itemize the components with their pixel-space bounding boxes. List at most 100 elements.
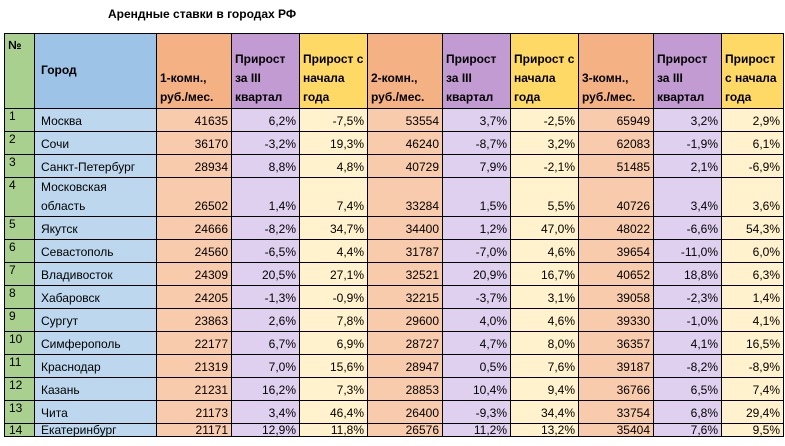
row-number-cell: 13 bbox=[4, 400, 35, 424]
year-growth-1room-cell: 15,6% bbox=[299, 354, 368, 378]
year-growth-1room-cell: 11,8% bbox=[299, 423, 368, 437]
rent-1room-cell: 36170 bbox=[156, 131, 232, 155]
rent-3room-cell: 36766 bbox=[578, 377, 654, 401]
city-cell: Москва bbox=[34, 108, 157, 132]
quarter-growth-3room-cell: -8,2% bbox=[653, 354, 722, 378]
row-number-cell: 1 bbox=[4, 108, 35, 132]
header-rent-1room: 1-комн., руб./мес. bbox=[156, 33, 232, 109]
rent-1room-cell: 21319 bbox=[156, 354, 232, 378]
table-row: 12 Казань 21231 16,2% 7,3% 28853 10,4% 9,4% 3676… bbox=[4, 377, 784, 401]
year-growth-1room-cell: -7,5% bbox=[299, 108, 368, 132]
quarter-growth-2room-cell: -8,7% bbox=[442, 131, 511, 155]
city-cell: Казань bbox=[34, 377, 157, 401]
table-row: 11 Краснодар 21319 7,0% 15,6% 28947 0,5% 7,6% 39… bbox=[4, 354, 784, 378]
rent-1room-cell: 41635 bbox=[156, 108, 232, 132]
year-growth-2room-cell: 5,5% bbox=[510, 177, 579, 217]
header-quarter-growth-1room: Прирост за III квартал bbox=[231, 33, 300, 109]
year-growth-2room-cell: -2,1% bbox=[510, 154, 579, 178]
quarter-growth-1room-cell: -8,2% bbox=[231, 216, 300, 240]
table-row: 10 Симферополь 22177 6,7% 6,9% 28727 4,7% 8,0% 3… bbox=[4, 331, 784, 355]
year-growth-2room-cell: 47,0% bbox=[510, 216, 579, 240]
quarter-growth-2room-cell: -3,7% bbox=[442, 285, 511, 309]
year-growth-3room-cell: 7,4% bbox=[721, 377, 784, 401]
year-growth-1room-cell: 7,3% bbox=[299, 377, 368, 401]
year-growth-2room-cell: 9,4% bbox=[510, 377, 579, 401]
city-cell: Якутск bbox=[34, 216, 157, 240]
rent-3room-cell: 51485 bbox=[578, 154, 654, 178]
table-row: 5 Якутск 24666 -8,2% 34,7% 34400 1,2% 47,0% 4802… bbox=[4, 216, 784, 240]
row-number-cell: 5 bbox=[4, 216, 35, 240]
quarter-growth-1room-cell: 2,6% bbox=[231, 308, 300, 332]
year-growth-2room-cell: 13,2% bbox=[510, 423, 579, 437]
quarter-growth-3room-cell: 7,6% bbox=[653, 423, 722, 437]
rent-2room-cell: 28727 bbox=[367, 331, 443, 355]
rent-3room-cell: 39187 bbox=[578, 354, 654, 378]
year-growth-2room-cell: -2,5% bbox=[510, 108, 579, 132]
quarter-growth-2room-cell: 1,2% bbox=[442, 216, 511, 240]
rent-2room-cell: 32521 bbox=[367, 262, 443, 286]
row-number-cell: 12 bbox=[4, 377, 35, 401]
rent-1room-cell: 24205 bbox=[156, 285, 232, 309]
year-growth-3room-cell: 4,1% bbox=[721, 308, 784, 332]
rent-3room-cell: 36357 bbox=[578, 331, 654, 355]
year-growth-1room-cell: 4,8% bbox=[299, 154, 368, 178]
rent-1room-cell: 21173 bbox=[156, 400, 232, 424]
rent-3room-cell: 39330 bbox=[578, 308, 654, 332]
header-num: № bbox=[4, 33, 35, 109]
quarter-growth-3room-cell: -1,0% bbox=[653, 308, 722, 332]
city-cell: Московская область bbox=[34, 177, 157, 217]
header-year-growth-3room: Прирост с начала года bbox=[721, 33, 784, 109]
year-growth-1room-cell: -0,9% bbox=[299, 285, 368, 309]
quarter-growth-2room-cell: -7,0% bbox=[442, 239, 511, 263]
rent-2room-cell: 33284 bbox=[367, 177, 443, 217]
header-rent-2room: 2-комн., руб./мес. bbox=[367, 33, 443, 109]
row-number-cell: 6 bbox=[4, 239, 35, 263]
rent-3room-cell: 40652 bbox=[578, 262, 654, 286]
rent-table: № Город 1-комн., руб./мес. Прирост за II… bbox=[4, 33, 784, 437]
quarter-growth-1room-cell: 8,8% bbox=[231, 154, 300, 178]
rent-2room-cell: 31787 bbox=[367, 239, 443, 263]
rent-1room-cell: 24560 bbox=[156, 239, 232, 263]
year-growth-2room-cell: 3,2% bbox=[510, 131, 579, 155]
quarter-growth-3room-cell: -2,3% bbox=[653, 285, 722, 309]
year-growth-1room-cell: 27,1% bbox=[299, 262, 368, 286]
city-cell: Хабаровск bbox=[34, 285, 157, 309]
year-growth-2room-cell: 4,6% bbox=[510, 239, 579, 263]
year-growth-2room-cell: 8,0% bbox=[510, 331, 579, 355]
row-number-cell: 9 bbox=[4, 308, 35, 332]
year-growth-3room-cell: -6,9% bbox=[721, 154, 784, 178]
year-growth-3room-cell: 16,5% bbox=[721, 331, 784, 355]
quarter-growth-1room-cell: 7,0% bbox=[231, 354, 300, 378]
rent-2room-cell: 53554 bbox=[367, 108, 443, 132]
year-growth-2room-cell: 16,7% bbox=[510, 262, 579, 286]
city-cell: Сочи bbox=[34, 131, 157, 155]
rent-1room-cell: 21231 bbox=[156, 377, 232, 401]
rent-1room-cell: 24666 bbox=[156, 216, 232, 240]
year-growth-1room-cell: 7,8% bbox=[299, 308, 368, 332]
rent-3room-cell: 40726 bbox=[578, 177, 654, 217]
quarter-growth-3room-cell: -11,0% bbox=[653, 239, 722, 263]
rent-2room-cell: 32215 bbox=[367, 285, 443, 309]
rent-1room-cell: 26502 bbox=[156, 177, 232, 217]
quarter-growth-1room-cell: -3,2% bbox=[231, 131, 300, 155]
year-growth-1room-cell: 19,3% bbox=[299, 131, 368, 155]
quarter-growth-2room-cell: 3,7% bbox=[442, 108, 511, 132]
rent-2room-cell: 46240 bbox=[367, 131, 443, 155]
city-cell: Санкт-Петербург bbox=[34, 154, 157, 178]
table-row: 7 Владивосток 24309 20,5% 27,1% 32521 20,9% 16,… bbox=[4, 262, 784, 286]
year-growth-1room-cell: 6,9% bbox=[299, 331, 368, 355]
year-growth-3room-cell: -8,9% bbox=[721, 354, 784, 378]
year-growth-1room-cell: 4,4% bbox=[299, 239, 368, 263]
row-number-cell: 10 bbox=[4, 331, 35, 355]
quarter-growth-2room-cell: 10,4% bbox=[442, 377, 511, 401]
rent-2room-cell: 40729 bbox=[367, 154, 443, 178]
table-row: 2 Сочи 36170 -3,2% 19,3% 46240 -8,7% 3,2% 62083-… bbox=[4, 131, 784, 155]
year-growth-1room-cell: 7,4% bbox=[299, 177, 368, 217]
city-cell: Краснодар bbox=[34, 354, 157, 378]
year-growth-3room-cell: 3,6% bbox=[721, 177, 784, 217]
quarter-growth-3room-cell: 4,1% bbox=[653, 331, 722, 355]
rent-2room-cell: 29600 bbox=[367, 308, 443, 332]
table-row: 1 Москва 41635 6,2% -7,5% 53554 3,7% -2,5% 65949… bbox=[4, 108, 784, 132]
city-cell: Екатеринбург bbox=[34, 423, 157, 437]
quarter-growth-2room-cell: 7,9% bbox=[442, 154, 511, 178]
